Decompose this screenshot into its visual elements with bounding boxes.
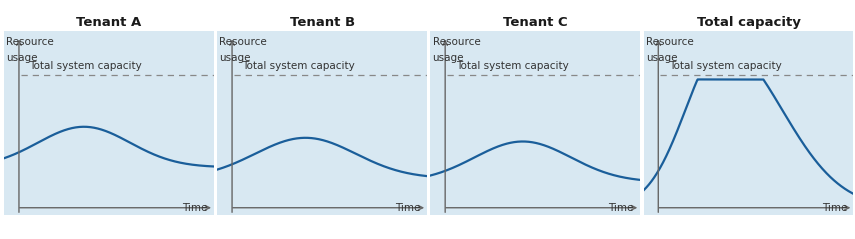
Text: Total system capacity: Total system capacity — [669, 61, 781, 71]
Text: Total system capacity: Total system capacity — [456, 61, 569, 71]
Title: Tenant C: Tenant C — [503, 16, 568, 28]
Title: Total capacity: Total capacity — [697, 16, 800, 28]
Title: Tenant A: Tenant A — [76, 16, 142, 28]
Text: usage: usage — [646, 53, 677, 63]
Text: Total system capacity: Total system capacity — [29, 61, 142, 71]
Text: Resource: Resource — [646, 37, 693, 47]
Text: usage: usage — [220, 53, 251, 63]
Text: Time: Time — [395, 203, 421, 213]
Text: usage: usage — [6, 53, 38, 63]
Text: Time: Time — [182, 203, 208, 213]
Text: usage: usage — [433, 53, 464, 63]
Text: Time: Time — [822, 203, 847, 213]
Text: Resource: Resource — [433, 37, 481, 47]
Text: Resource: Resource — [6, 37, 54, 47]
Text: Time: Time — [609, 203, 634, 213]
Title: Tenant B: Tenant B — [290, 16, 355, 28]
Text: Resource: Resource — [220, 37, 268, 47]
Text: Total system capacity: Total system capacity — [243, 61, 356, 71]
